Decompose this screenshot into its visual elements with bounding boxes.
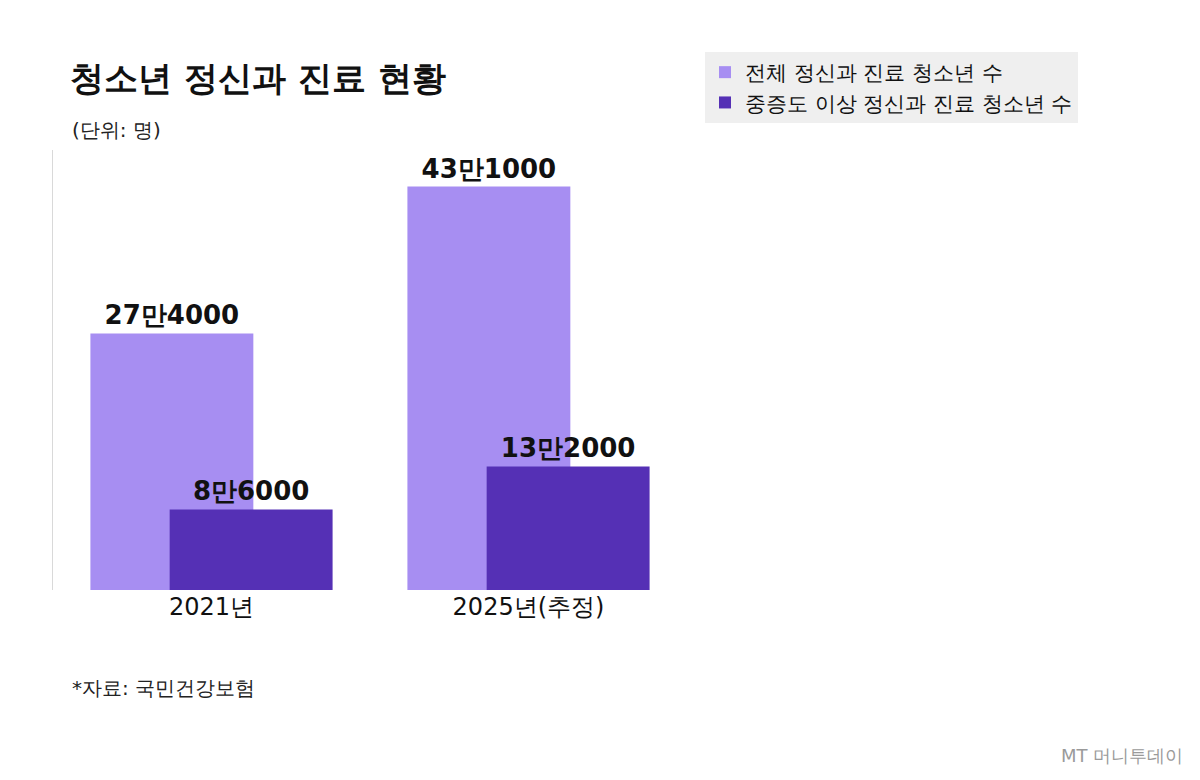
svg-text:13만2000: 13만2000	[501, 433, 636, 463]
svg-text:2021년: 2021년	[169, 593, 254, 621]
svg-text:중증도 이상 정신과 진료 청소년 수: 중증도 이상 정신과 진료 청소년 수	[745, 92, 1072, 116]
svg-text:*자료: 국민건강보험: *자료: 국민건강보험	[72, 676, 255, 700]
svg-text:27만4000: 27만4000	[105, 300, 240, 330]
svg-text:청소년 정신과 진료 현황: 청소년 정신과 진료 현황	[70, 58, 446, 98]
svg-text:2025년(추정): 2025년(추정)	[453, 593, 605, 621]
svg-text:(단위: 명): (단위: 명)	[72, 118, 161, 142]
svg-text:MT 머니투데이: MT 머니투데이	[1061, 745, 1183, 766]
svg-text:전체 정신과 진료 청소년 수: 전체 정신과 진료 청소년 수	[745, 61, 1003, 85]
svg-text:8만6000: 8만6000	[193, 476, 309, 506]
svg-text:43만1000: 43만1000	[422, 154, 557, 184]
